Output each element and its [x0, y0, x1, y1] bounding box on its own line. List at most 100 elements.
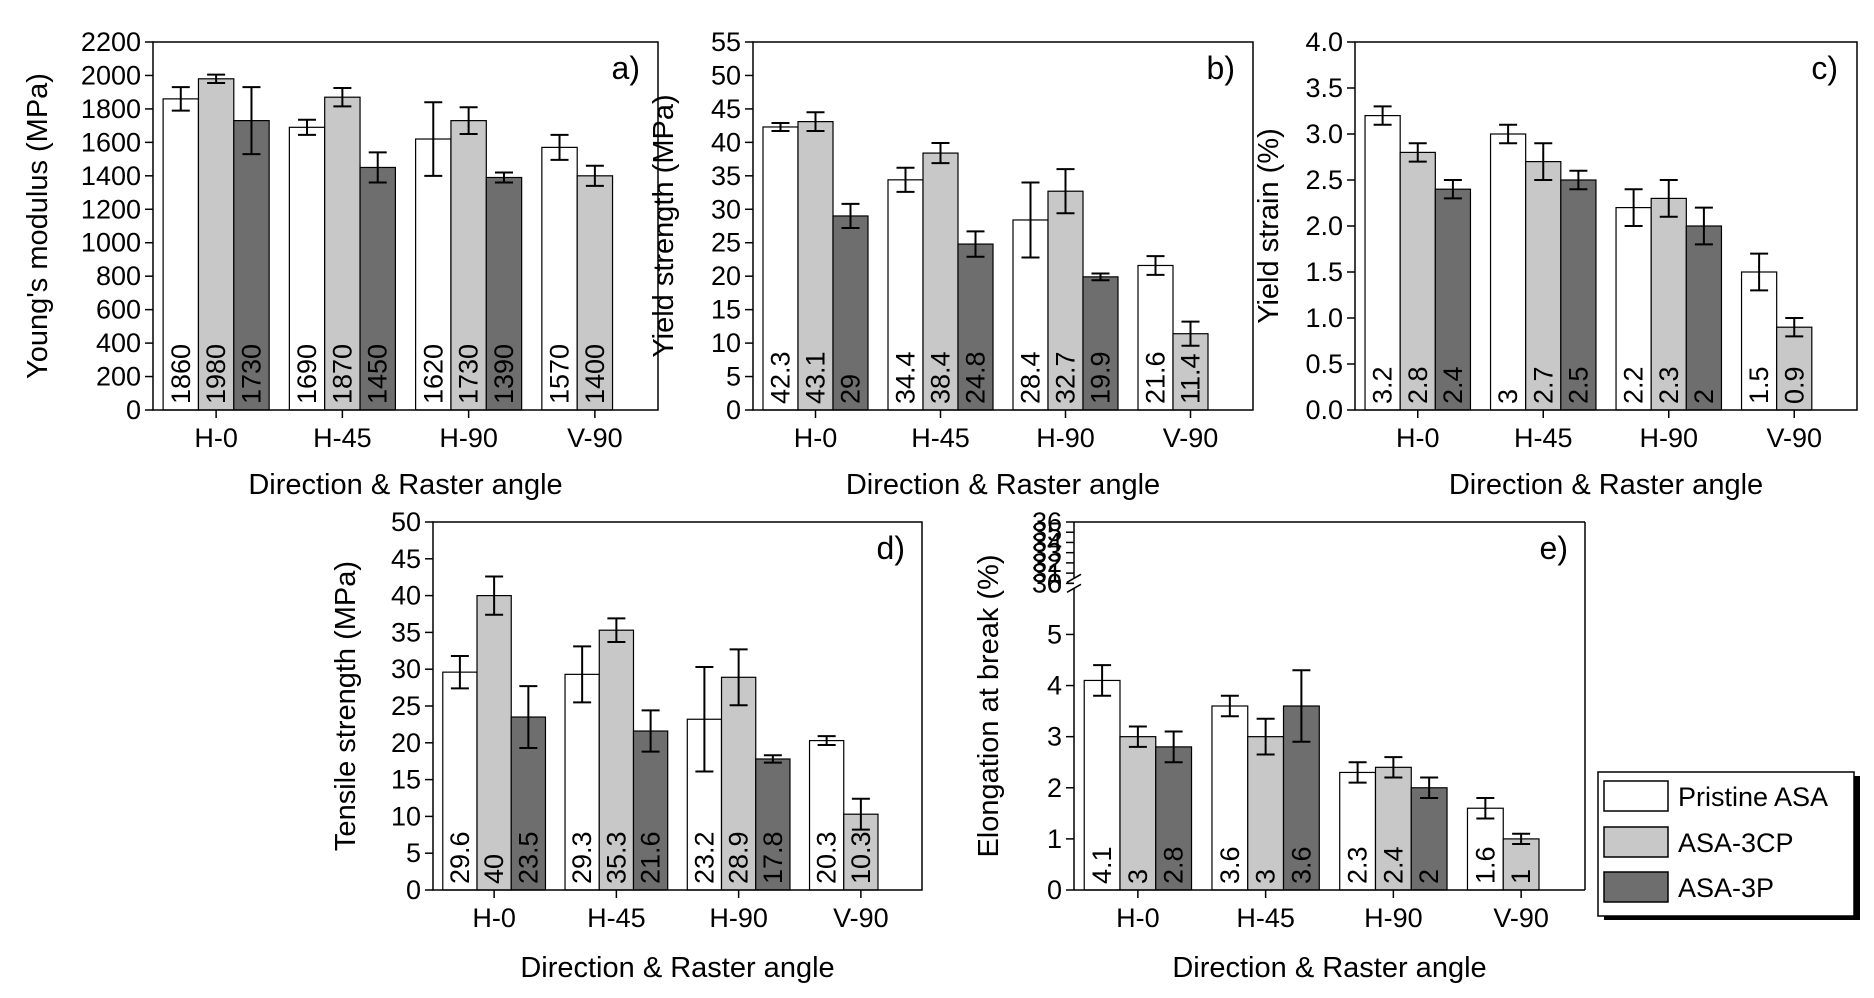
y-tick-label: 400	[96, 328, 141, 358]
bar-pristine-asa-h-0	[162, 98, 200, 411]
legend-label-asa-3cp: ASA-3CP	[1678, 828, 1794, 858]
legend-swatch-pristine-asa	[1603, 780, 1669, 812]
bar-asa-3cp-h-90	[1047, 190, 1084, 411]
y-tick-label: 0	[126, 395, 141, 425]
x-tick-label-h-45: H-45	[313, 423, 372, 453]
bar-asa-3cp-h-45	[1247, 736, 1285, 891]
data-label: 4.1	[1087, 846, 1117, 884]
y-axis-title: Elongation at break (%)	[973, 554, 1005, 857]
data-label: 19.9	[1086, 351, 1116, 404]
panel-label: d)	[877, 530, 905, 566]
x-tick-label-h-90: H-90	[439, 423, 498, 453]
data-label: 28.9	[724, 831, 754, 884]
data-label: 28.4	[1016, 351, 1046, 404]
y-tick-label: 1400	[81, 161, 141, 191]
data-label: 21.6	[1141, 351, 1171, 404]
data-label: 1.6	[1470, 846, 1500, 884]
data-label: 1870	[327, 344, 357, 404]
bar-asa-3p-h-0	[1434, 188, 1472, 411]
y-tick-label: 35	[711, 161, 741, 191]
bar-pristine-asa-h-90	[415, 138, 452, 411]
panel-label: e)	[1540, 530, 1568, 566]
axis-break-mark	[1066, 583, 1082, 593]
legend-swatch-asa-3cp	[1603, 826, 1669, 858]
data-label: 11.4	[1176, 353, 1206, 404]
y-tick-label: 33	[1032, 538, 1062, 568]
plot-frame	[432, 521, 923, 891]
y-tick-label: 1800	[81, 94, 141, 124]
y-tick-label: 30	[1032, 568, 1062, 598]
data-label: 43.1	[801, 351, 831, 404]
y-tick-label: 6	[1047, 568, 1062, 598]
x-axis-title: Direction & Raster angle	[846, 469, 1160, 501]
bar-asa-3cp-v-90	[576, 175, 614, 411]
bar-pristine-asa-v-90	[1466, 807, 1504, 891]
x-tick-label-h-0: H-0	[472, 903, 516, 933]
data-label: 38.4	[926, 351, 956, 404]
data-label: 32.7	[1051, 351, 1081, 404]
data-label: 34.4	[891, 351, 921, 404]
data-label: 2.4	[1438, 366, 1468, 404]
legend-swatch-asa-3p	[1603, 871, 1669, 903]
x-tick-label-h-90: H-90	[1036, 423, 1095, 453]
bar-pristine-asa-h-0	[1364, 114, 1401, 411]
data-label: 24.8	[961, 351, 991, 404]
y-tick-label: 2200	[81, 27, 141, 57]
x-axis-title: Direction & Raster angle	[248, 469, 562, 501]
bar-asa-3p-h-90	[755, 758, 791, 891]
data-label: 42.3	[766, 351, 796, 404]
y-tick-label: 15	[391, 765, 421, 795]
bar-pristine-asa-h-45	[1211, 705, 1249, 891]
data-label: 1730	[236, 344, 266, 404]
data-label: 1570	[545, 344, 575, 404]
y-tick-label: 0	[406, 875, 421, 905]
y-tick-label: 5	[726, 362, 741, 392]
bar-asa-3cp-h-45	[922, 152, 959, 411]
y-tick-label: 45	[711, 94, 741, 124]
data-label: 3.2	[1368, 366, 1398, 404]
data-label: 1620	[418, 344, 448, 404]
bar-pristine-asa-h-90	[1339, 771, 1377, 891]
y-tick-label: 0.5	[1305, 349, 1343, 379]
y-tick-label: 50	[391, 507, 421, 537]
plot-frame	[152, 41, 659, 411]
y-tick-label: 1	[1047, 824, 1062, 854]
y-tick-label: 32	[1032, 548, 1062, 578]
bar-pristine-asa-h-45	[887, 179, 924, 411]
y-axis-title: Young's modulus (MPa)	[22, 73, 54, 379]
panel-label: c)	[1811, 50, 1838, 86]
bar-asa-3cp-h-45	[1525, 161, 1562, 411]
y-axis-title: Tensile strength (MPa)	[330, 561, 362, 851]
data-label: 2	[1414, 869, 1444, 884]
plot-frame	[1354, 41, 1858, 411]
data-label: 3	[1251, 869, 1281, 884]
bar-asa-3cp-h-0	[1119, 736, 1157, 891]
y-tick-label: 25	[711, 228, 741, 258]
data-label: 2.3	[1343, 846, 1373, 884]
data-label: 29.6	[445, 831, 475, 884]
data-label: 2	[1689, 389, 1719, 404]
y-tick-label: 2.0	[1305, 211, 1343, 241]
data-label: 3	[1493, 389, 1523, 404]
data-label: 3.6	[1286, 846, 1316, 884]
x-tick-label-h-45: H-45	[1514, 423, 1573, 453]
panel-label: b)	[1207, 50, 1235, 86]
y-tick-label: 40	[711, 127, 741, 157]
bar-asa-3cp-h-90	[720, 676, 757, 891]
y-tick-label: 1.0	[1305, 303, 1343, 333]
y-tick-label: 1000	[81, 228, 141, 258]
x-tick-label-h-45: H-45	[911, 423, 970, 453]
bar-pristine-asa-v-90	[541, 146, 578, 411]
bar-asa-3p-h-90	[1082, 276, 1119, 411]
data-label: 1690	[292, 344, 322, 404]
y-tick-label: 4	[1047, 671, 1062, 701]
y-tick-label: 5	[406, 838, 421, 868]
y-axis-title: Yield strain (%)	[1253, 128, 1285, 324]
bar-asa-3p-h-45	[957, 243, 994, 411]
y-tick-label: 4.0	[1305, 27, 1343, 57]
y-tick-label: 0.0	[1305, 395, 1343, 425]
x-axis-title: Direction & Raster angle	[520, 952, 834, 984]
x-tick-label-h-45: H-45	[587, 903, 646, 933]
y-tick-label: 10	[391, 801, 421, 831]
data-label: 2.2	[1619, 366, 1649, 404]
